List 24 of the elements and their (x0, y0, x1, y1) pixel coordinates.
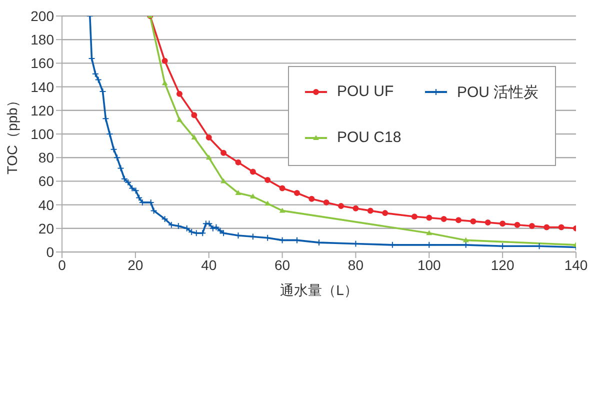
y-tick-label: 20 (38, 220, 54, 236)
y-tick-label: 120 (30, 102, 54, 118)
y-tick-label: 60 (38, 173, 54, 190)
y-tick-label: 40 (38, 196, 54, 213)
x-tick-label: 60 (274, 256, 290, 273)
y-tick-label: 0 (46, 244, 54, 260)
legend-label: POU C18 (337, 129, 402, 146)
x-tick-label: 100 (417, 256, 442, 273)
x-axis-title: 通水量（L） (280, 282, 358, 298)
x-tick-label: 40 (201, 256, 217, 273)
y-tick-label: 180 (30, 32, 54, 48)
x-tick-label: 120 (490, 256, 514, 273)
y-tick-label: 80 (38, 150, 54, 166)
x-tick-label: 20 (128, 256, 144, 273)
y-tick-label: 160 (30, 55, 54, 72)
legend-label: POU UF (337, 83, 394, 100)
y-tick-label: 200 (30, 8, 54, 24)
y-tick-label: 140 (30, 78, 54, 95)
y-tick-label: 100 (30, 126, 54, 142)
y-axis-title: TOC（ppb） (4, 94, 20, 174)
legend-label: POU 活性炭 (457, 83, 539, 102)
x-tick-label: 140 (564, 256, 588, 273)
x-tick-label: 0 (58, 256, 66, 273)
x-tick-label: 80 (348, 256, 364, 273)
